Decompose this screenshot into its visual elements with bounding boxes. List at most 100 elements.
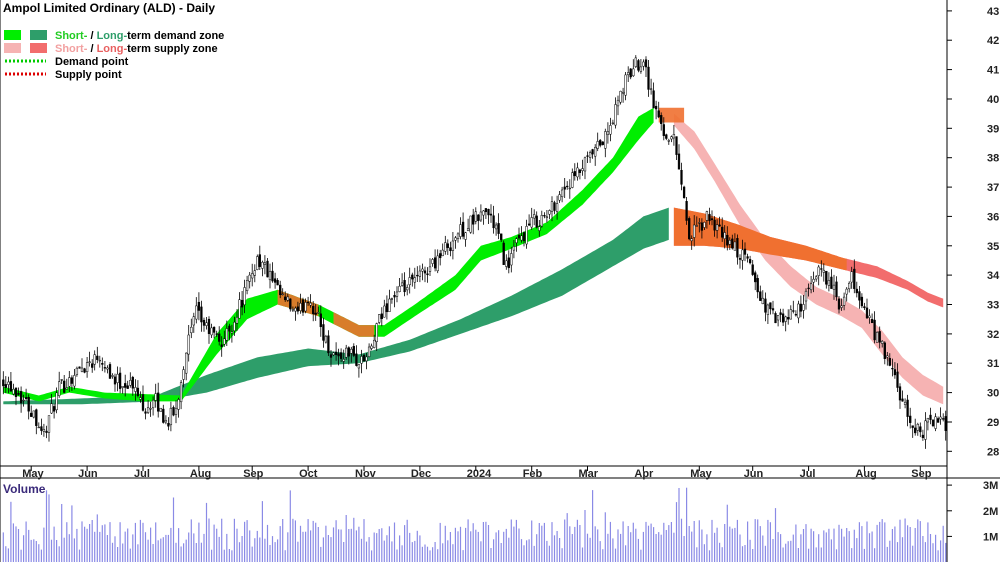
candle-body [522,232,526,242]
candle-body [461,221,465,237]
x-tick-label: Nov [355,468,377,480]
candle-body [200,306,203,323]
candle-body [733,241,737,251]
candle-body [355,353,358,366]
candle-body [45,430,48,433]
candle-body [743,248,747,255]
candle-body [421,268,424,272]
candle-body [845,288,848,295]
x-tick-label: Sep [911,468,931,480]
candle-body [37,426,40,429]
candle-body [395,291,399,297]
candle-body [817,266,820,276]
candle-body [594,147,597,157]
candle-body [792,310,795,312]
candle-body [527,223,531,226]
candle-body [759,291,762,301]
candle-body [581,168,584,171]
candle-body [558,194,561,201]
candle-body [118,372,122,389]
candle-body [238,299,241,319]
candle-body [695,225,698,227]
candle-body [825,270,828,285]
candle-body [842,296,846,306]
candle-body [934,416,937,429]
candle-body [865,307,869,319]
candle-body [726,234,729,246]
candle-body [832,284,836,290]
legend-swatch-long-supply [30,43,47,53]
candle-body [337,353,340,357]
y-tick-label: 32 [987,329,999,341]
candle-body [19,391,23,404]
candle-body [314,312,317,315]
candle-body [139,397,142,400]
candle-body [489,213,493,216]
x-tick-label: May [690,468,712,480]
candle-body [520,235,523,241]
candle-body [365,356,368,362]
candle-body [416,274,419,277]
candle-body [91,363,94,368]
volume-tick-label: 1M [983,531,998,543]
candle-body [883,342,886,359]
candle-body [822,269,825,273]
candle-body [555,203,559,212]
candle-body [698,222,701,224]
candle-body [101,363,104,365]
y-tick-label: 30 [987,388,999,400]
candle-body [680,169,683,185]
candle-body [858,291,861,301]
candle-body [553,202,556,211]
candle-body [875,331,879,343]
candle-body [65,387,68,390]
candle-body [258,254,261,267]
candle-body [284,296,287,301]
candle-body [70,377,74,384]
candle-body [350,348,353,354]
candle-body [306,301,310,304]
candle-body [121,386,124,388]
candle-body [83,368,86,373]
candle-body [85,362,89,372]
candle-body [738,258,742,260]
candle-body [789,309,792,320]
candle-body [497,223,500,234]
candle-body [634,57,637,67]
candle-body [309,302,312,306]
candle-body [408,277,411,286]
y-tick-label: 41 [987,65,999,77]
legend-swatch-short-demand [4,30,21,40]
candle-body [129,380,132,386]
candle-body [2,379,5,387]
candle-body [301,299,305,313]
candle-body [146,407,150,413]
candle-body [375,323,378,342]
candle-body [327,335,330,354]
candle-body [771,308,775,311]
candle-body [253,270,256,276]
candle-body [32,410,35,418]
volume-layer [2,487,947,562]
legend-supply-suffix: term supply zone [127,43,217,55]
legend-supply-long: Long- [97,43,128,55]
candle-body [652,90,655,109]
candle-body [924,420,927,440]
candle-body [909,415,912,423]
y-tick-label: 35 [987,241,999,253]
candle-body [538,226,541,231]
candle-body [444,242,447,252]
candle-body [195,305,198,320]
candle-body [261,261,264,269]
candle-body [776,315,780,321]
candle-body [75,367,79,375]
candle-body [93,354,96,365]
candle-body [319,313,322,328]
candle-body [63,380,66,393]
candle-body [393,295,396,298]
candle-body [451,240,455,251]
candle-body [728,240,731,245]
candle-body [586,155,589,157]
candle-body [487,208,490,216]
candle-body [223,338,226,345]
